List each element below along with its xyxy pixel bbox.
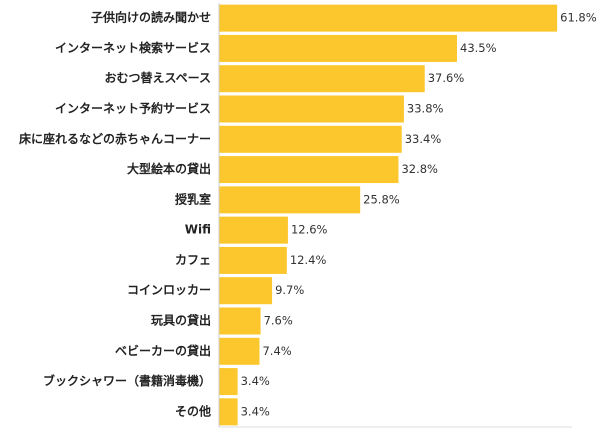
category-label: 玩具の貸出 — [151, 313, 211, 328]
bar — [219, 125, 402, 153]
bar — [219, 337, 260, 365]
bar — [219, 34, 458, 62]
value-label: 12.4% — [290, 253, 327, 267]
category-label: インターネット検索サービス — [55, 40, 211, 55]
value-label: 61.8% — [560, 11, 597, 25]
category-label: 大型絵本の貸出 — [127, 161, 211, 176]
bar — [219, 156, 399, 184]
value-label: 25.8% — [363, 192, 400, 206]
category-label: おむつ替えスペース — [104, 70, 211, 85]
value-label: 33.4% — [405, 132, 442, 146]
value-label: 7.6% — [264, 314, 293, 328]
bar — [219, 246, 287, 274]
bar — [219, 277, 273, 305]
value-label: 33.8% — [407, 102, 444, 116]
value-label: 3.4% — [241, 374, 270, 388]
value-label: 43.5% — [460, 41, 497, 55]
value-label: 3.4% — [241, 404, 270, 418]
value-label: 7.4% — [262, 344, 291, 358]
category-label: 床に座れるなどの赤ちゃんコーナー — [19, 131, 211, 146]
category-label: ベビーカーの貸出 — [115, 343, 211, 358]
category-label: カフェ — [175, 253, 211, 267]
bar — [219, 186, 361, 214]
value-label: 37.6% — [428, 71, 465, 85]
value-label: 12.6% — [291, 223, 328, 237]
category-label: インターネット予約サービス — [55, 101, 211, 116]
bar — [219, 65, 425, 93]
category-label: ブックシャワー（書籍消毒機） — [43, 373, 211, 388]
value-label: 32.8% — [401, 162, 438, 176]
bar — [219, 4, 558, 32]
bar — [219, 368, 238, 396]
bar — [219, 95, 404, 123]
category-label: その他 — [175, 403, 211, 418]
value-label: 9.7% — [275, 283, 304, 297]
category-label: Wifi — [185, 223, 211, 237]
bar — [219, 398, 238, 426]
bar — [219, 216, 288, 244]
category-label: コインロッカー — [127, 283, 211, 297]
bar — [219, 307, 261, 335]
category-label: 子供向けの読み聞かせ — [91, 10, 211, 25]
category-label: 授乳室 — [175, 191, 211, 206]
